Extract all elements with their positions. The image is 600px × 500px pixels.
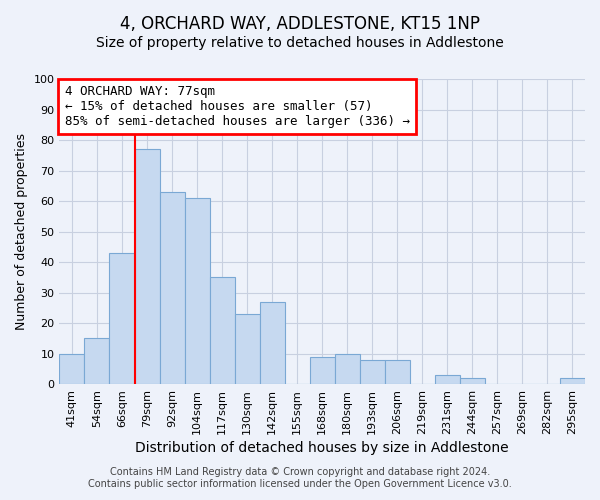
Bar: [385, 360, 410, 384]
Text: Size of property relative to detached houses in Addlestone: Size of property relative to detached ho…: [96, 36, 504, 50]
Bar: [160, 192, 185, 384]
Bar: [360, 360, 385, 384]
Text: 4 ORCHARD WAY: 77sqm
← 15% of detached houses are smaller (57)
85% of semi-detac: 4 ORCHARD WAY: 77sqm ← 15% of detached h…: [65, 85, 410, 128]
Bar: [235, 314, 260, 384]
Bar: [109, 253, 134, 384]
Bar: [310, 356, 335, 384]
X-axis label: Distribution of detached houses by size in Addlestone: Distribution of detached houses by size …: [136, 441, 509, 455]
Text: Contains HM Land Registry data © Crown copyright and database right 2024.
Contai: Contains HM Land Registry data © Crown c…: [88, 468, 512, 489]
Bar: [85, 338, 109, 384]
Bar: [185, 198, 209, 384]
Bar: [560, 378, 585, 384]
Y-axis label: Number of detached properties: Number of detached properties: [15, 133, 28, 330]
Bar: [134, 149, 160, 384]
Bar: [59, 354, 85, 384]
Bar: [209, 278, 235, 384]
Bar: [335, 354, 360, 384]
Bar: [260, 302, 284, 384]
Bar: [460, 378, 485, 384]
Text: 4, ORCHARD WAY, ADDLESTONE, KT15 1NP: 4, ORCHARD WAY, ADDLESTONE, KT15 1NP: [120, 15, 480, 33]
Bar: [435, 375, 460, 384]
